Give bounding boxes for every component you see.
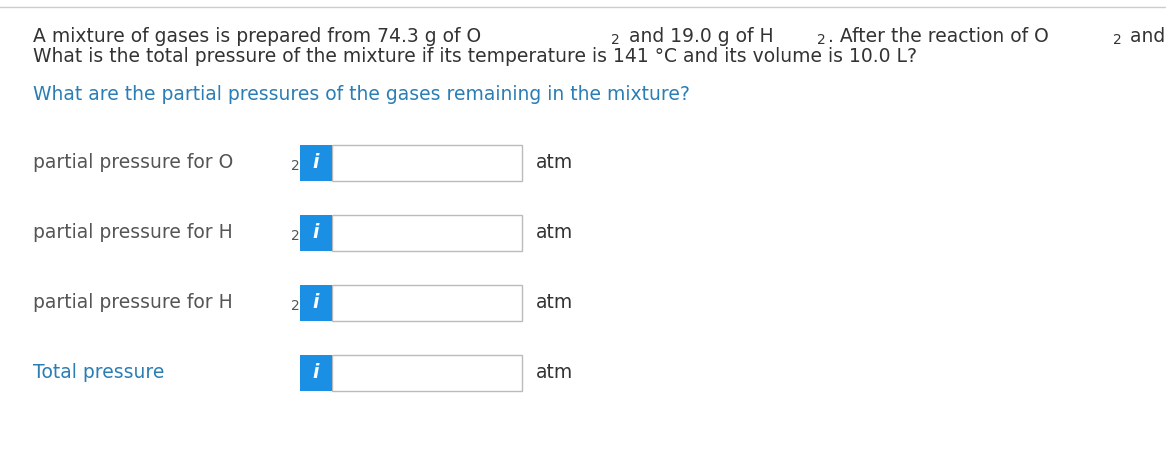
Text: What is the total pressure of the mixture if its temperature is 141 °C and its v: What is the total pressure of the mixtur… xyxy=(33,48,916,66)
Text: atm: atm xyxy=(536,363,574,382)
Text: 2: 2 xyxy=(292,160,300,174)
Text: A mixture of gases is prepared from 74.3 g of O: A mixture of gases is prepared from 74.3… xyxy=(33,27,482,45)
Text: What are the partial pressures of the gases remaining in the mixture?: What are the partial pressures of the ga… xyxy=(33,85,690,105)
Text: 2: 2 xyxy=(1114,33,1122,47)
Text: partial pressure for H: partial pressure for H xyxy=(33,293,233,312)
Text: O: O xyxy=(302,293,317,312)
Text: atm: atm xyxy=(536,293,574,312)
FancyBboxPatch shape xyxy=(300,145,332,181)
Text: 2: 2 xyxy=(817,33,826,47)
Text: atm: atm xyxy=(536,224,574,242)
FancyBboxPatch shape xyxy=(300,285,332,321)
Text: Total pressure: Total pressure xyxy=(33,363,164,382)
FancyBboxPatch shape xyxy=(332,145,522,181)
Text: 2: 2 xyxy=(290,229,300,243)
Text: . After the reaction of O: . After the reaction of O xyxy=(828,27,1049,45)
Text: i: i xyxy=(312,224,319,242)
Text: partial pressure for H: partial pressure for H xyxy=(33,224,233,242)
FancyBboxPatch shape xyxy=(332,215,522,251)
FancyBboxPatch shape xyxy=(332,285,522,321)
FancyBboxPatch shape xyxy=(300,215,332,251)
Text: and 19.0 g of H: and 19.0 g of H xyxy=(623,27,773,45)
Text: i: i xyxy=(312,363,319,382)
FancyBboxPatch shape xyxy=(332,355,522,391)
Text: i: i xyxy=(312,154,319,172)
Text: atm: atm xyxy=(536,154,574,172)
Text: 2: 2 xyxy=(611,33,620,47)
Text: partial pressure for O: partial pressure for O xyxy=(33,154,233,172)
FancyBboxPatch shape xyxy=(300,355,332,391)
Text: and H: and H xyxy=(1124,27,1166,45)
Text: i: i xyxy=(312,293,319,312)
Text: 2: 2 xyxy=(290,299,300,313)
